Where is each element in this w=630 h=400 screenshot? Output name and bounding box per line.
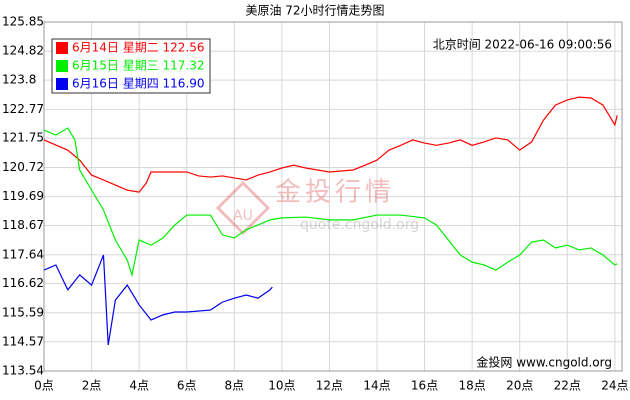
x-tick-label: 22点 bbox=[554, 379, 581, 393]
legend-swatch bbox=[56, 42, 68, 54]
y-tick-label: 118.67 bbox=[2, 218, 44, 232]
x-tick-label: 14点 bbox=[363, 379, 390, 393]
legend-label: 6月16日 星期四 116.90 bbox=[72, 77, 205, 91]
watermark-logo: AU bbox=[233, 208, 253, 224]
y-tick-label: 122.77 bbox=[2, 102, 44, 116]
y-tick-label: 121.75 bbox=[2, 131, 44, 145]
watermark: AU 金投行情 quote.cngold.org bbox=[215, 178, 419, 236]
watermark-text: 金投行情 bbox=[275, 178, 395, 208]
x-tick-label: 20点 bbox=[506, 379, 533, 393]
footer: 金投网 www.cngold.org bbox=[476, 355, 612, 370]
y-tick-label: 124.82 bbox=[2, 44, 44, 58]
x-tick-label: 8点 bbox=[224, 379, 244, 393]
plot-frame bbox=[43, 21, 623, 372]
y-tick-label: 116.62 bbox=[2, 276, 44, 290]
watermark-diamond bbox=[215, 180, 271, 236]
x-tick-label: 4点 bbox=[129, 379, 149, 393]
line bbox=[43, 254, 273, 346]
x-tick-label: 24点 bbox=[601, 379, 628, 393]
x-tick-label: 18点 bbox=[459, 379, 486, 393]
x-tick-label: 12点 bbox=[316, 379, 343, 393]
y-tick-label: 125.85 bbox=[2, 15, 44, 29]
watermark-url: quote.cngold.org bbox=[300, 217, 419, 233]
legend-label: 6月14日 星期二 122.56 bbox=[72, 41, 205, 55]
legend-swatch bbox=[56, 60, 68, 72]
y-tick-label: 117.64 bbox=[2, 247, 44, 261]
x-tick-label: 10点 bbox=[268, 379, 295, 393]
y-tick-label: 113.54 bbox=[2, 364, 44, 378]
legend-swatch bbox=[56, 78, 68, 90]
line bbox=[43, 96, 618, 193]
legend-label: 6月15日 星期三 117.32 bbox=[72, 59, 205, 73]
y-tick-label: 114.57 bbox=[2, 334, 44, 348]
x-tick-label: 2点 bbox=[82, 379, 102, 393]
legend-box bbox=[51, 38, 211, 94]
y-tick-label: 115.59 bbox=[2, 305, 44, 319]
x-tick-label: 6点 bbox=[177, 379, 197, 393]
timestamp: 北京时间 2022-06-16 09:00:56 bbox=[433, 38, 612, 52]
y-tick-label: 119.69 bbox=[2, 189, 44, 203]
y-tick-label: 123.8 bbox=[2, 73, 36, 87]
x-tick-label: 16点 bbox=[411, 379, 438, 393]
legend: 6月14日 星期二 122.56 6月15日 星期三 117.32 6月16日 星期… bbox=[51, 38, 211, 94]
chart-title: 美原油 72小时行情走势图 bbox=[245, 4, 384, 18]
line bbox=[43, 127, 618, 278]
y-tick-label: 120.72 bbox=[2, 160, 44, 174]
x-tick-label: 0点 bbox=[34, 379, 54, 393]
